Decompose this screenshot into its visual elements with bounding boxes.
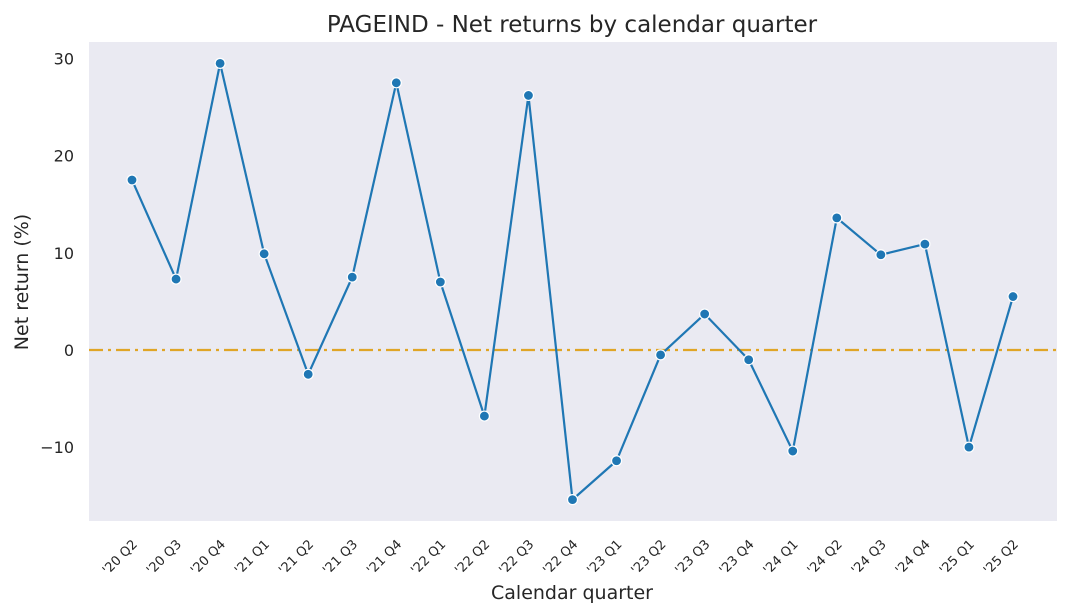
x-tick-label: '20 Q2	[100, 537, 141, 578]
data-point	[919, 238, 931, 250]
data-point	[214, 57, 226, 69]
x-tick-label: '22 Q3	[496, 537, 537, 578]
x-tick-label: '21 Q4	[364, 537, 405, 578]
x-tick-label: '25 Q2	[981, 537, 1022, 578]
x-tick-label: '23 Q3	[673, 537, 714, 578]
y-axis-label: Net return (%)	[11, 214, 33, 350]
x-tick-label: '25 Q1	[937, 537, 978, 578]
x-axis-label: Calendar quarter	[491, 582, 653, 604]
data-point	[258, 248, 270, 260]
data-point	[875, 249, 887, 261]
x-tick-label: '23 Q4	[717, 537, 758, 578]
x-tick-label: '21 Q3	[320, 537, 361, 578]
data-point	[522, 89, 535, 102]
x-tick-label: '22 Q1	[408, 537, 449, 578]
y-tick-label: −10	[40, 438, 74, 457]
x-tick-label: '24 Q3	[849, 537, 890, 578]
data-point	[610, 455, 623, 467]
data-point	[787, 445, 799, 457]
y-tick-label: 0	[64, 341, 74, 360]
x-tick-label: '20 Q4	[188, 537, 229, 578]
y-tick-label: 10	[54, 244, 74, 263]
data-point	[1007, 290, 1019, 303]
data-point	[302, 368, 314, 380]
data-point	[478, 410, 490, 422]
data-point	[654, 349, 667, 361]
x-tick-label: '24 Q4	[893, 537, 934, 578]
data-point	[699, 308, 711, 320]
chart-title: PAGEIND - Net returns by calendar quarte…	[327, 12, 818, 38]
x-tick-label: '21 Q2	[276, 537, 317, 578]
x-tick-label: '20 Q3	[144, 537, 185, 578]
data-point	[831, 212, 843, 224]
data-point	[170, 273, 182, 285]
plot-area	[89, 42, 1057, 521]
data-point	[346, 271, 358, 283]
x-tick-label: '22 Q2	[452, 537, 493, 578]
data-point	[566, 494, 579, 506]
x-tick-label: '24 Q1	[761, 537, 802, 578]
data-point	[126, 174, 138, 186]
data-point	[963, 441, 975, 453]
data-point	[743, 354, 755, 366]
y-tick-label: 30	[54, 50, 74, 69]
x-tick-label: '23 Q2	[629, 537, 670, 578]
x-tick-label: '22 Q4	[540, 537, 581, 578]
y-tick-label: 20	[54, 147, 74, 166]
x-tick-label: '24 Q2	[805, 537, 846, 578]
x-tick-label: '23 Q1	[585, 537, 626, 578]
data-point	[434, 276, 446, 288]
data-point	[390, 77, 402, 89]
x-tick-label: '21 Q1	[232, 537, 273, 578]
